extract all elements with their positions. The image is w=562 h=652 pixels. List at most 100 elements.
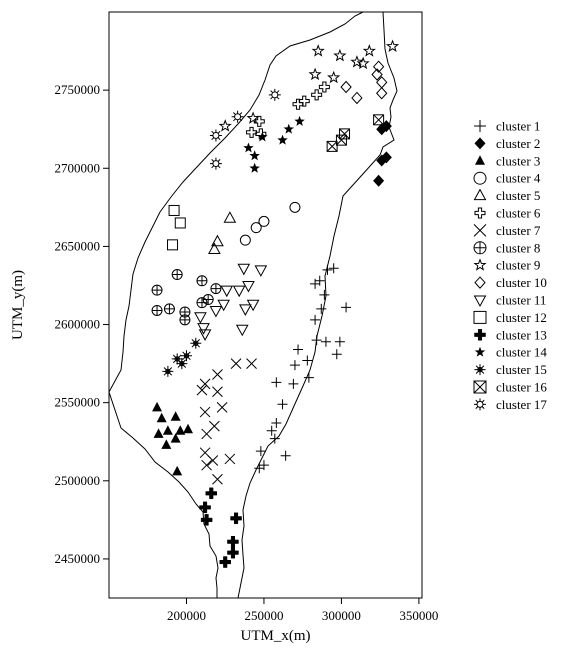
data-point [219,556,231,568]
data-point [208,242,221,255]
data-point [380,151,392,164]
series-cluster-10 [340,60,388,105]
series-cluster-11 [194,263,268,341]
data-point [373,174,385,187]
data-point [340,80,352,94]
data-point [199,406,211,418]
legend-label: cluster 10 [496,275,547,290]
legend-label: cluster 14 [496,345,547,360]
data-point [311,44,325,57]
data-point [171,269,183,281]
x-axis-title: UTM_x(m) [241,628,311,644]
legend-item: cluster 7 [473,223,541,238]
data-point [217,299,231,312]
data-point [303,372,314,383]
data-point [174,217,186,229]
series-cluster-2 [373,120,392,187]
data-point [224,453,236,465]
data-point [167,239,179,251]
legend-item: cluster 17 [474,397,547,412]
data-point [339,128,351,140]
data-point [322,264,333,275]
legend-item: cluster 8 [473,240,540,255]
data-point [318,81,330,93]
data-point [246,111,260,124]
data-point [180,350,192,362]
legend-label: cluster 8 [496,240,540,255]
legend-item: cluster 5 [473,188,540,203]
data-point [280,450,291,461]
data-point [151,304,163,316]
data-point [161,439,172,449]
legend-item: cluster 1 [474,119,540,134]
data-point [294,115,305,126]
data-point [289,201,301,213]
y-tick-label: 2650000 [55,238,101,253]
legend-marker [473,380,487,394]
legend-item: cluster 9 [473,258,540,273]
data-point [212,386,223,398]
legend-item: cluster 3 [475,153,540,168]
data-point [152,401,163,412]
data-point [371,68,383,81]
legend-marker [474,346,486,357]
data-point [373,114,385,126]
legend-label: cluster 13 [496,327,547,342]
legend-label: cluster 4 [496,171,541,186]
series-cluster-9 [218,39,400,132]
data-point [212,473,223,485]
data-point [319,289,330,300]
data-point [196,275,208,287]
data-point [210,283,222,295]
data-point [230,358,242,369]
y-tick-label: 2750000 [55,82,101,97]
legend-marker [473,188,487,201]
data-point [207,455,219,466]
data-point [283,123,294,134]
y-tick-label: 2550000 [55,395,101,410]
data-point [209,420,220,432]
data-point [308,67,322,81]
legend-item: cluster 4 [473,171,541,186]
data-point [334,336,345,347]
series-cluster-17 [209,88,281,170]
data-point [175,425,186,435]
data-point [254,265,268,277]
legend-marker [474,120,486,132]
legend-marker [473,258,487,271]
legend-label: cluster 17 [496,397,547,412]
data-point [254,463,265,474]
data-point [223,211,237,223]
data-point [310,314,321,325]
data-point [211,234,224,247]
data-point [246,358,257,369]
data-point [331,349,342,360]
data-point [311,335,322,346]
data-point [333,48,347,62]
legend-marker [473,171,487,185]
series-cluster-5 [208,211,237,255]
y-tick-label: 2600000 [55,317,101,332]
x-tick-label: 200000 [167,608,206,623]
legend-label: cluster 16 [496,380,547,395]
data-point [351,91,363,105]
series-cluster-8 [151,269,222,326]
data-point [246,126,258,138]
data-point [232,285,246,298]
data-point [227,535,239,548]
series-cluster-15 [162,337,202,377]
x-tick-label: 300000 [322,608,361,623]
y-axis-title: UTM_y(m) [10,270,26,340]
data-point [230,512,242,525]
taiwan-outline [109,12,398,598]
data-point [218,119,232,132]
data-point [356,56,370,70]
data-point [376,87,388,100]
data-point [255,446,266,457]
data-point [151,284,163,296]
data-point [237,263,251,276]
data-point [341,302,352,313]
legend-item: cluster 11 [473,293,546,308]
data-point [328,263,339,274]
data-point [235,324,249,337]
